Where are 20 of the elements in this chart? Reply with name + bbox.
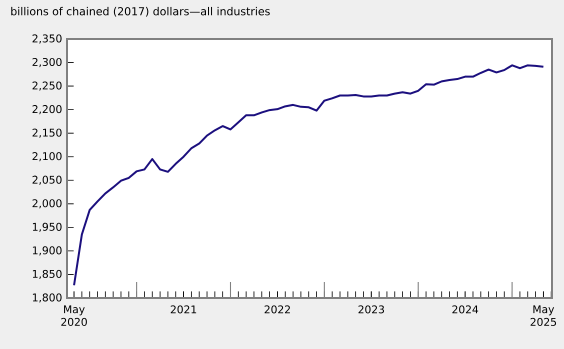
line-series xyxy=(73,64,544,286)
y-axis-title: billions of chained (2017) dollars—all industries xyxy=(11,6,270,17)
y-tick-label: 2,100 xyxy=(32,152,62,162)
y-tick-label: 1,950 xyxy=(32,222,62,232)
y-tick-label: 2,050 xyxy=(32,176,62,185)
y-tick-label: 2,200 xyxy=(32,105,62,114)
y-tick-label: 2,150 xyxy=(32,128,62,138)
y-tick-label: 1,800 xyxy=(32,293,62,303)
y-tick-label: 2,000 xyxy=(32,199,62,208)
y-tick-label: 2,350 xyxy=(32,34,62,44)
y-tick-label: 1,900 xyxy=(32,246,62,256)
x-tick-label: May 2025 xyxy=(530,305,556,326)
y-tick-label: 2,300 xyxy=(32,58,62,68)
y-tick-label: 2,250 xyxy=(32,81,62,91)
y-tick-label: 1,850 xyxy=(32,270,62,280)
x-tick-label: 2021 xyxy=(170,305,196,314)
x-tick-label: 2023 xyxy=(358,305,384,314)
x-tick-label: May 2020 xyxy=(61,305,87,326)
x-tick-label: 2022 xyxy=(264,305,290,314)
x-tick-label: 2024 xyxy=(452,305,478,314)
